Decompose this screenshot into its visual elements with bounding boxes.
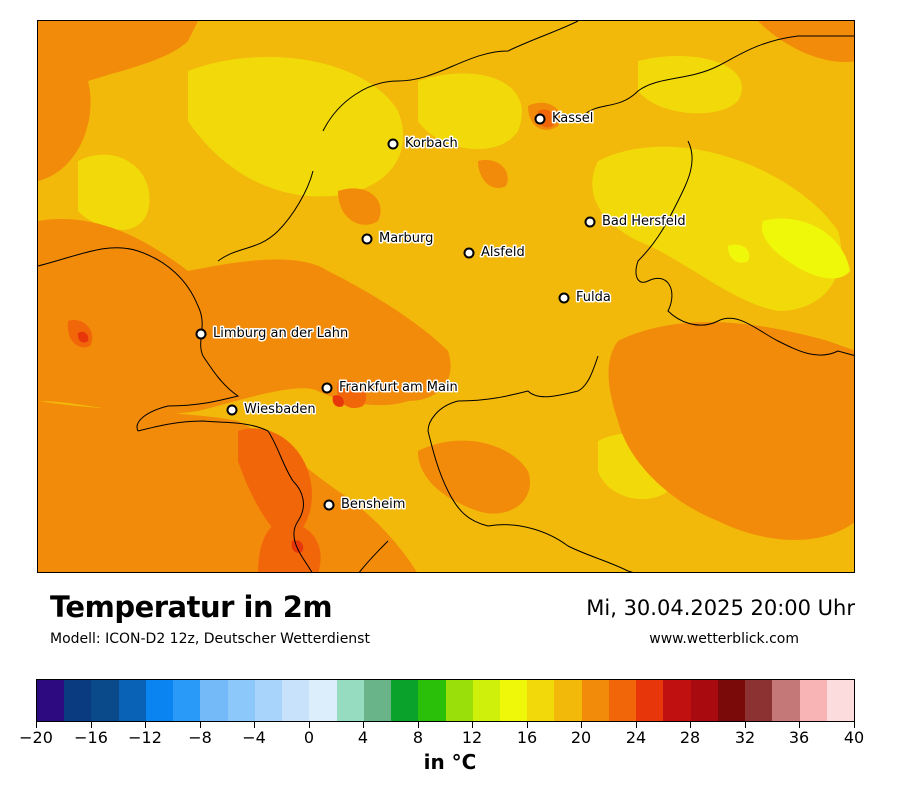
colorbar-tick-label: 36 [788,728,810,747]
city-korbach[interactable]: Korbach [387,135,459,153]
city-limburg-an-der-lahn[interactable]: Limburg an der Lahn [195,325,350,343]
colorbar-tick-label: 0 [303,728,315,747]
city-wiesbaden[interactable]: Wiesbaden [226,401,317,419]
colorbar-tick [581,722,582,728]
city-label: Frankfurt am Main [339,380,458,395]
colorbar-segment [554,680,582,721]
colorbar-tick [254,722,255,728]
colorbar-segment [636,680,664,721]
city-label: Limburg an der Lahn [213,326,348,341]
colorbar-segment [527,680,555,721]
colorbar-tick [145,722,146,728]
colorbar-tick-label: 12 [461,728,483,747]
city-label: Wiesbaden [244,402,316,417]
colorbar-segment [499,680,528,721]
warm-temperature-zones [38,21,854,572]
colorbar-segment [64,680,92,721]
city-label: Alsfeld [481,245,525,260]
colorbar-tick [636,722,637,728]
colorbar-tick-label: 40 [843,728,865,747]
colorbar-segment [418,680,446,721]
city-label: Kassel [552,111,593,126]
colorbar-segment [173,680,201,721]
colorbar-tick-label: 8 [412,728,424,747]
colorbar-tick [527,722,528,728]
city-label: Bensheim [341,497,405,512]
city-bensheim[interactable]: Bensheim [323,496,407,514]
colorbar-tick-label: −4 [242,728,266,747]
temperature-map[interactable]: Kassel Korbach Bad Hersfeld Marburg Alsf… [37,20,855,573]
colorbar-segment [799,680,827,721]
model-source: Modell: ICON-D2 12z, Deutscher Wetterdie… [50,631,370,647]
colorbar-segment [282,680,310,721]
colorbar-segment [309,680,337,721]
colorbar-ticks: −20 −16 −12 −8 −4 0 4 8 12 16 20 24 28 32 36 40 [19,722,864,752]
hot-temperature-spots [77,331,344,553]
colorbar-segment [118,680,146,721]
city-marburg[interactable]: Marburg [361,230,435,248]
colorbar-tick-label: 24 [625,728,647,747]
city-label: Marburg [379,231,433,246]
colorbar-tick-label: −12 [128,728,162,747]
colorbar-segment [91,680,119,721]
colorbar-tick [690,722,691,728]
website-link[interactable]: www.wetterblick.com [649,631,799,647]
colorbar-tick [91,722,92,728]
colorbar-tick [854,722,855,728]
map-canvas: Kassel Korbach Bad Hersfeld Marburg Alsf… [38,21,854,572]
colorbar-segment [717,680,746,721]
colorbar-segment [254,680,283,721]
colorbar-segment [772,680,800,721]
colorbar-unit: in °C [423,750,477,774]
colorbar-segment [745,680,773,721]
city-alsfeld[interactable]: Alsfeld [463,244,526,262]
coolest-temperature-zones [728,218,850,279]
colorbar-segment [608,680,637,721]
city-kassel[interactable]: Kassel [534,110,595,128]
colorbar-tick [309,722,310,728]
colorbar-tick [745,722,746,728]
map-title: Temperatur in 2m [50,590,333,624]
colorbar-tick-label: 28 [679,728,701,747]
colorbar-segment [826,680,855,721]
city-label: Korbach [405,136,458,151]
city-bad-hersfeld[interactable]: Bad Hersfeld [584,213,687,231]
city-label: Fulda [576,290,611,305]
state-borders [38,21,854,572]
colorbar-tick [472,722,473,728]
colorbar-tick-label: −8 [188,728,212,747]
colorbar-tick-label: 16 [516,728,538,747]
colorbar-segment [363,680,392,721]
colorbar-tick-label: −20 [19,728,53,747]
colorbar-segment [690,680,718,721]
forecast-datetime: Mi, 30.04.2025 20:00 Uhr [586,596,855,620]
colorbar-tick [36,722,37,728]
temperature-colorbar [36,679,855,722]
colorbar-segment [145,680,174,721]
city-fulda[interactable]: Fulda [558,289,612,307]
city-label: Bad Hersfeld [602,214,686,229]
colorbar-tick [418,722,419,728]
colorbar-tick [363,722,364,728]
colorbar-tick-label: −16 [74,728,108,747]
colorbar-segment [472,680,500,721]
colorbar-segment [227,680,255,721]
colorbar-segment [581,680,609,721]
colorbar-segment [663,680,691,721]
colorbar-segment [336,680,364,721]
colorbar-tick [200,722,201,728]
colorbar-tick-label: 32 [734,728,756,747]
colorbar-tick [799,722,800,728]
colorbar-tick-label: 4 [357,728,369,747]
city-frankfurt-am-main[interactable]: Frankfurt am Main [321,379,459,397]
city-markers: Kassel Korbach Bad Hersfeld Marburg Alsf… [195,110,687,514]
colorbar-tick-label: 20 [570,728,592,747]
colorbar-segment [445,680,473,721]
colorbar-segment [200,680,228,721]
colorbar-segment [37,680,65,721]
colorbar-segment [391,680,419,721]
